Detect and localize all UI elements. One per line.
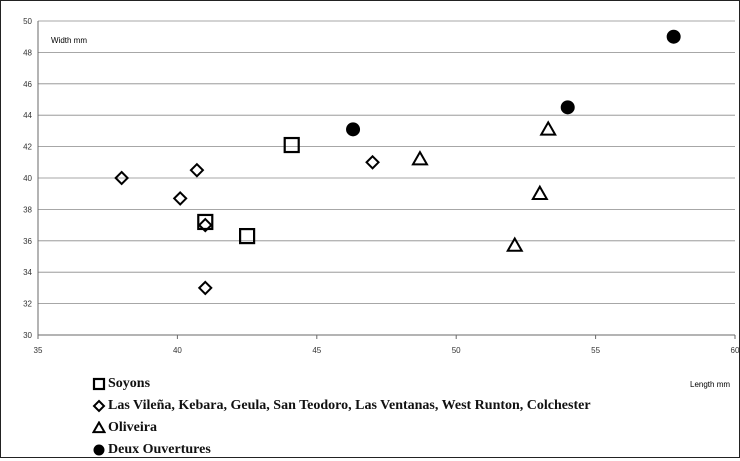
y-tick-label-50: 50 xyxy=(23,17,32,26)
legend-symbol-triangle xyxy=(92,421,106,434)
point-circle-1 xyxy=(560,100,575,115)
y-tick-label-46: 46 xyxy=(23,80,32,89)
axes xyxy=(37,21,736,339)
x-tick-label-60: 60 xyxy=(731,346,740,355)
y-tick-label-44: 44 xyxy=(23,111,32,120)
tick-labels: 30 32 34 36 38 40 42 44 46 48 50 35 40 45 50 55 60 xyxy=(23,17,740,355)
data-points xyxy=(114,29,681,296)
x-tick-label-50: 50 xyxy=(452,346,461,355)
legend-label: Las Vileña, Kebara, Geula, San Teodoro, … xyxy=(108,398,591,413)
legend-marker-triangle xyxy=(92,421,106,434)
legend-marker-square xyxy=(92,377,106,391)
point-triangle-0 xyxy=(411,150,429,166)
y-tick-label-38: 38 xyxy=(23,205,32,214)
point-diamond-0 xyxy=(114,170,130,186)
legend-item-triangle: Oliveira xyxy=(92,417,591,439)
point-square-2 xyxy=(283,136,300,154)
x-axis-title: Length mm xyxy=(690,380,731,389)
legend-label: Soyons xyxy=(108,376,151,391)
legend-symbol-diamond xyxy=(92,399,106,413)
point-diamond-3 xyxy=(197,217,213,233)
point-square-0 xyxy=(197,213,214,231)
legend-marker-diamond xyxy=(92,399,106,413)
point-diamond-2 xyxy=(189,162,205,178)
point-triangle-1 xyxy=(506,236,524,252)
legend-label: Oliveira xyxy=(108,420,157,435)
legend-label: Deux Ouvertures xyxy=(108,442,211,457)
point-square-1 xyxy=(239,227,256,245)
y-tick-label-36: 36 xyxy=(23,237,32,246)
y-tick-label-34: 34 xyxy=(23,268,32,277)
point-diamond-5 xyxy=(365,154,380,170)
legend-symbol-circle xyxy=(93,444,105,456)
y-tick-label-40: 40 xyxy=(23,174,32,183)
legend-item-diamond: Las Vileña, Kebara, Geula, San Teodoro, … xyxy=(92,395,591,417)
point-triangle-3 xyxy=(539,120,557,136)
point-circle-2 xyxy=(666,29,681,44)
legend-item-square: Soyons xyxy=(92,373,591,395)
legend-item-circle: Deux Ouvertures xyxy=(92,439,591,461)
point-circle-0 xyxy=(346,122,361,137)
point-diamond-4 xyxy=(197,280,213,296)
legend-symbol-square xyxy=(92,377,106,391)
legend-marker-circle xyxy=(93,444,105,456)
legend: Soyons Las Vileña, Kebara, Geula, San Teo… xyxy=(92,373,591,461)
x-tick-label-55: 55 xyxy=(591,346,600,355)
y-tick-label-48: 48 xyxy=(23,48,32,57)
y-axis-title: Width mm xyxy=(51,36,87,45)
y-tick-label-32: 32 xyxy=(23,300,32,309)
x-tick-label-35: 35 xyxy=(34,346,43,355)
y-tick-label-42: 42 xyxy=(23,143,32,152)
y-tick-label-30: 30 xyxy=(23,331,32,340)
x-tick-label-45: 45 xyxy=(312,346,321,355)
point-triangle-2 xyxy=(531,184,549,200)
grid xyxy=(38,20,735,305)
point-diamond-1 xyxy=(172,190,188,206)
x-tick-label-40: 40 xyxy=(173,346,182,355)
